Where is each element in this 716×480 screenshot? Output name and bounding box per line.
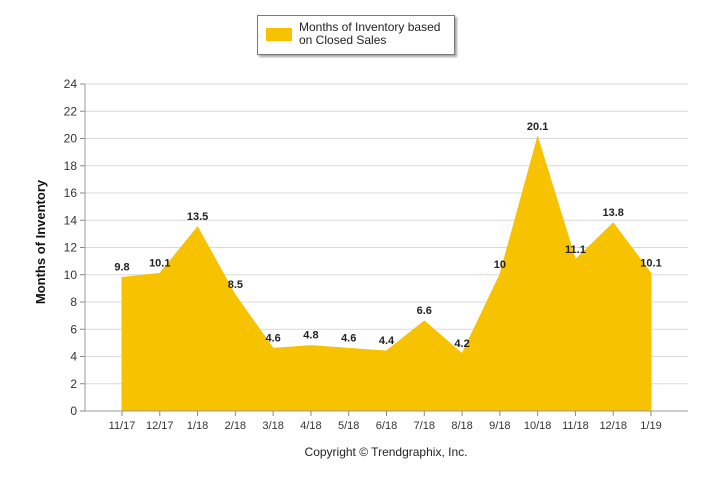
x-tick-label: 9/18 [489, 420, 510, 432]
y-tick-label: 12 [64, 241, 78, 255]
x-tick-label: 10/18 [524, 420, 552, 432]
data-label: 13.8 [603, 207, 624, 219]
data-label: 10.1 [149, 257, 170, 269]
x-tick-label: 1/18 [187, 420, 208, 432]
x-tick-label: 12/18 [599, 420, 627, 432]
data-label: 4.4 [379, 335, 395, 347]
y-tick-label: 2 [70, 377, 77, 391]
x-tick-labels: 11/17 12/17 1/18 2/18 3/18 4/18 5/18 6/18 7/18 8/… [109, 420, 662, 432]
data-label: 10.1 [640, 257, 661, 269]
y-tick-label: 24 [64, 77, 78, 91]
x-tick-label: 1/19 [640, 420, 661, 432]
legend: Months of Inventory based on Closed Sale… [257, 15, 455, 55]
y-tick-label: 4 [70, 350, 77, 364]
area-fill [121, 135, 652, 412]
y-tick-label: 10 [64, 268, 78, 282]
copyright-text: Copyright © Trendgraphix, Inc. [304, 445, 468, 459]
data-labels: 9.8 10.1 13.5 8.5 4.6 4.8 4.6 4.4 6.6 4.2 10 20.1 11… [114, 121, 661, 350]
x-tick-label: 5/18 [338, 420, 359, 432]
data-label: 10 [494, 259, 506, 271]
data-label: 8.5 [228, 279, 243, 291]
area-series [121, 135, 652, 412]
x-tick-label: 4/18 [300, 420, 321, 432]
y-tick-label: 14 [64, 213, 78, 227]
y-tick-label: 18 [64, 159, 78, 173]
data-label: 6.6 [417, 305, 432, 317]
y-tick-label: 6 [70, 322, 77, 336]
data-label: 9.8 [114, 261, 129, 273]
legend-swatch [266, 28, 292, 41]
x-tick-label: 7/18 [414, 420, 435, 432]
x-tick-label: 11/18 [562, 420, 589, 432]
legend-label: Months of Inventory based on Closed Sale… [299, 20, 441, 47]
x-tick-label: 3/18 [262, 420, 283, 432]
data-label: 4.6 [265, 332, 280, 344]
y-tick-label: 20 [64, 132, 78, 146]
data-label: 13.5 [187, 211, 208, 223]
y-tick-label: 8 [70, 295, 77, 309]
y-axis-label: Months of Inventory [33, 179, 48, 304]
x-tick-label: 6/18 [376, 420, 397, 432]
data-label: 20.1 [527, 121, 548, 133]
x-tick-label: 12/17 [146, 420, 174, 432]
data-label: 4.2 [454, 338, 469, 350]
data-label: 11.1 [565, 244, 586, 256]
x-tick-label: 2/18 [225, 420, 246, 432]
data-label: 4.8 [303, 330, 318, 342]
y-tick-label: 16 [64, 186, 78, 200]
y-tick-label: 0 [70, 404, 77, 418]
x-tick-label: 11/17 [109, 420, 136, 432]
axes [80, 83, 688, 416]
x-tick-label: 8/18 [451, 420, 472, 432]
y-tick-label: 22 [64, 104, 78, 118]
data-label: 4.6 [341, 332, 356, 344]
